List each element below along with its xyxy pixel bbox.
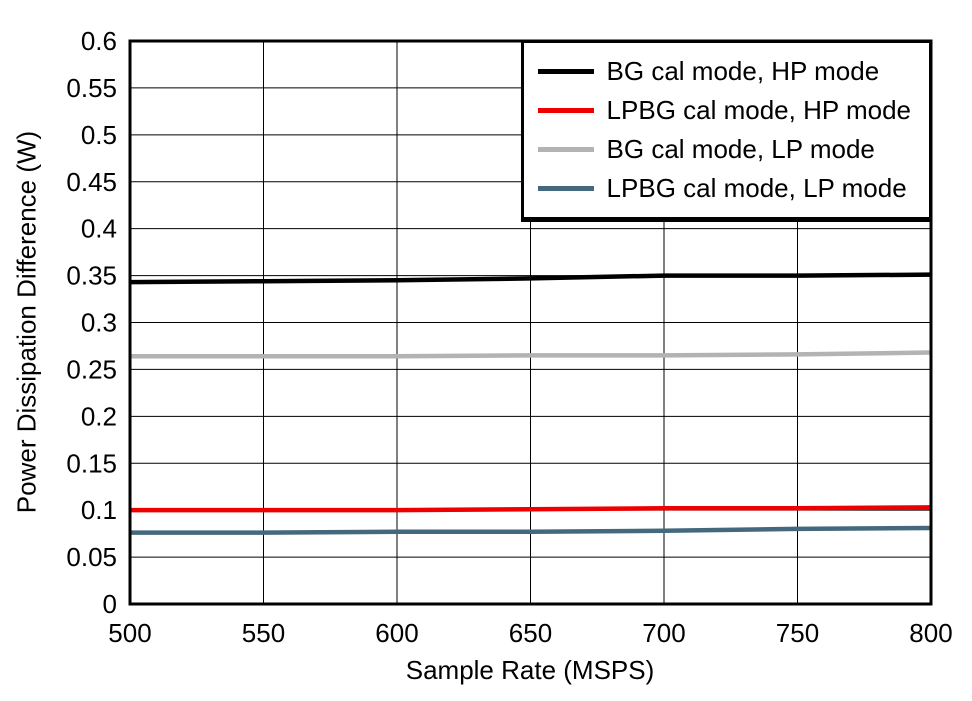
x-tick-label: 750	[776, 618, 819, 648]
y-tick-label: 0.05	[66, 542, 117, 572]
legend-label: BG cal mode, LP mode	[606, 134, 875, 164]
series-line-3	[130, 525, 932, 535]
y-tick-label: 0.25	[66, 354, 117, 384]
legend-label: BG cal mode, HP mode	[606, 56, 880, 86]
legend-line-swatch	[537, 147, 594, 152]
legend-item: LPBG cal mode, HP mode	[537, 92, 911, 129]
x-tick-label: 650	[509, 618, 552, 648]
y-tick-label: 0.6	[81, 26, 117, 56]
legend-item: BG cal mode, LP mode	[537, 131, 911, 168]
y-tick-label: 0.55	[66, 73, 117, 103]
x-tick-label: 550	[242, 618, 285, 648]
legend: BG cal mode, HP mode LPBG cal mode, HP m…	[520, 40, 932, 220]
y-tick-label: 0.35	[66, 261, 117, 291]
y-tick-label: 0.2	[81, 401, 117, 431]
x-tick-label: 500	[108, 618, 151, 648]
y-tick-label: 0.3	[81, 308, 117, 338]
series-line-2	[130, 350, 932, 359]
y-tick-label: 0.1	[81, 495, 117, 525]
y-tick-label: 0.5	[81, 120, 117, 150]
legend-item: LPBG cal mode, LP mode	[537, 170, 911, 207]
y-tick-label: 0.4	[81, 214, 117, 244]
x-tick-label: 800	[909, 618, 952, 648]
series-line-0	[129, 272, 932, 285]
x-tick-label: 700	[642, 618, 685, 648]
x-tick-label: 600	[375, 618, 418, 648]
x-axis-label: Sample Rate (MSPS)	[405, 655, 655, 685]
y-tick-label: 0.15	[66, 448, 117, 478]
series-line-1	[130, 505, 932, 513]
y-axis-label: Power Dissipation Difference (W)	[11, 130, 42, 514]
legend-line-swatch	[537, 186, 594, 191]
legend-line-swatch	[537, 69, 594, 74]
legend-label: LPBG cal mode, LP mode	[606, 173, 907, 203]
legend-line-swatch	[537, 108, 594, 113]
legend-label: LPBG cal mode, HP mode	[606, 95, 911, 125]
legend-item: BG cal mode, HP mode	[537, 53, 911, 90]
y-tick-label: 0.45	[66, 167, 117, 197]
y-tick-label: 0	[103, 589, 117, 619]
